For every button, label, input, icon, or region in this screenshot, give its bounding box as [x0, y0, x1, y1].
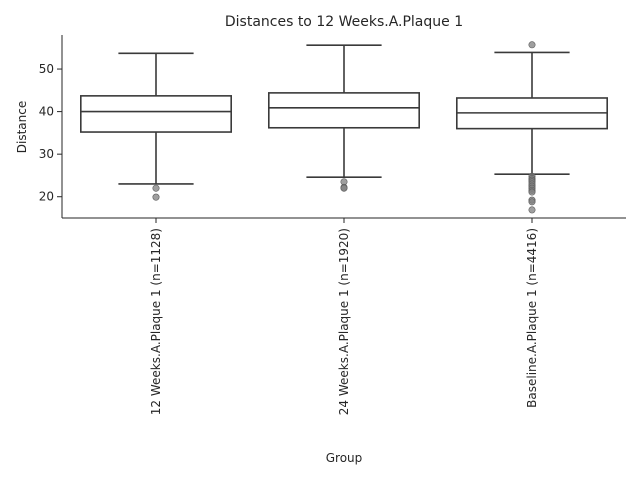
box-iqr: [80, 95, 232, 133]
outlier-point: [528, 188, 536, 196]
outlier-point: [528, 41, 536, 49]
box-iqr: [267, 92, 420, 129]
y-tick-label: 50: [39, 62, 54, 76]
outlier-point: [528, 198, 536, 206]
x-tick-label: Baseline.A.Plaque 1 (n=4416): [525, 228, 539, 408]
x-tick-label: 24 Weeks.A.Plaque 1 (n=1920): [337, 228, 351, 415]
y-axis-label: Distance: [15, 101, 29, 153]
outlier-point: [340, 184, 348, 192]
x-axis-label: Group: [326, 451, 363, 465]
x-tick-label: 12 Weeks.A.Plaque 1 (n=1128): [149, 228, 163, 415]
y-tick-label: 30: [39, 147, 54, 161]
outlier-point: [528, 206, 536, 214]
outlier-point: [152, 184, 160, 192]
plot-area: 20 30 40 50 12 Weeks.A.Plaque 1 (n=1128) 24 W…: [39, 41, 608, 415]
chart-title: Distances to 12 Weeks.A.Plaque 1: [225, 14, 463, 30]
outlier-point: [152, 193, 160, 201]
y-tick-label: 20: [39, 190, 54, 204]
y-tick-label: 40: [39, 105, 54, 119]
